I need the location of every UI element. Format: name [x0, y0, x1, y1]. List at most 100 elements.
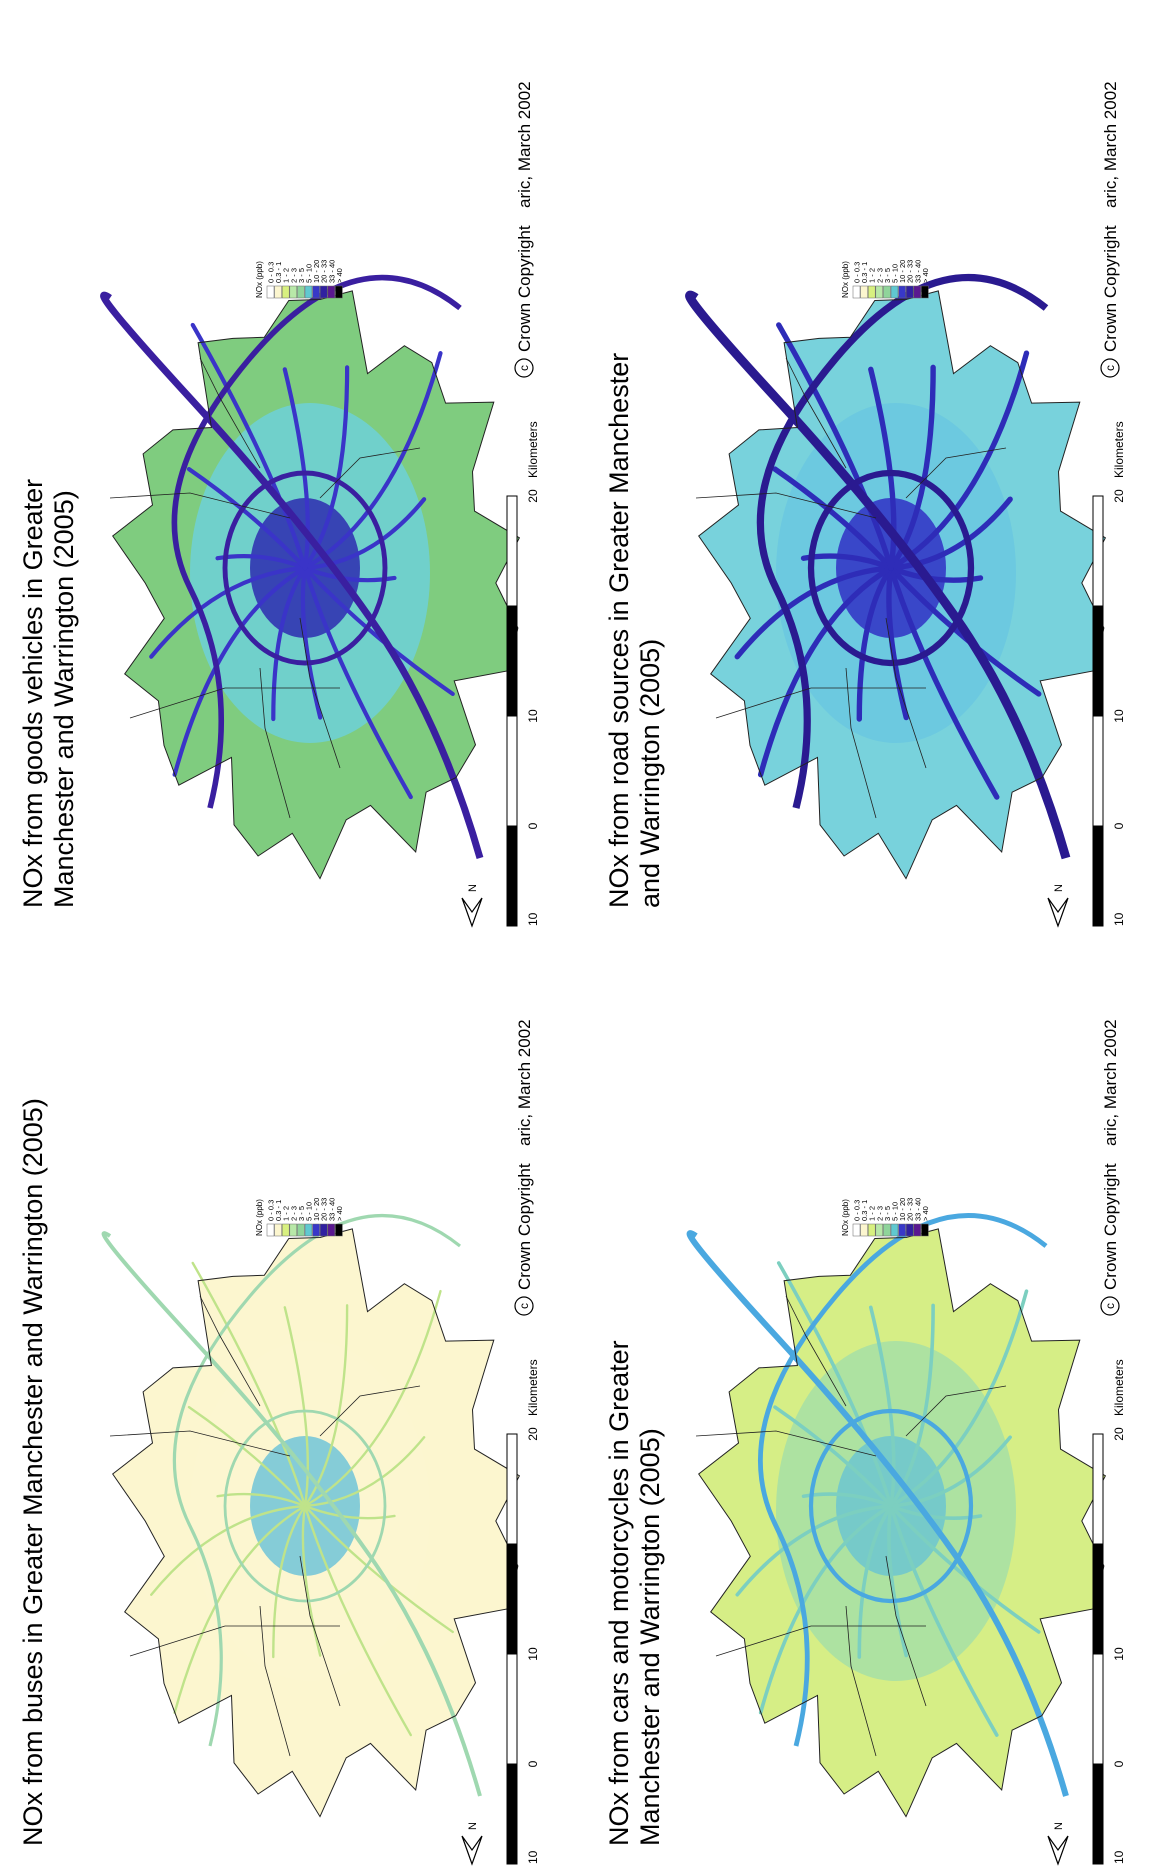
- legend-swatch: [290, 286, 297, 298]
- legend-swatch: [891, 1224, 898, 1236]
- legend-label: > 40: [921, 268, 930, 283]
- legend-swatch: [868, 1224, 875, 1236]
- legend-label: > 40: [335, 268, 344, 283]
- scale-label: 10: [1112, 912, 1126, 926]
- map-area: [690, 1216, 1106, 1817]
- scale-segment: [507, 1544, 517, 1654]
- map: NOx (ppb)0 - 0.30.3 - 11 - 22 - 33 - 55 …: [586, 0, 1171, 938]
- legend-swatch: [275, 286, 282, 298]
- legend-swatch: [282, 1224, 289, 1236]
- legend-swatch: [853, 1224, 860, 1236]
- scale-label: 20: [526, 489, 540, 503]
- scale-label: 10: [526, 1647, 540, 1661]
- legend-swatch: [320, 1224, 327, 1236]
- copyright-symbol: c: [1103, 365, 1117, 371]
- map-area: [104, 1216, 520, 1817]
- copyright-text: Crown Copyright: [515, 225, 534, 352]
- copyright-text: Crown Copyright: [1101, 1163, 1120, 1290]
- legend-swatch: [861, 1224, 868, 1236]
- legend-swatch: [275, 1224, 282, 1236]
- scale-label: 20: [526, 1427, 540, 1441]
- copyright-credit: aric, March 2002: [1101, 1019, 1120, 1146]
- north-label: N: [467, 884, 479, 892]
- scale-label: 0: [1112, 1760, 1126, 1767]
- north-arrow: [1048, 1836, 1068, 1864]
- copyright-symbol: c: [517, 1303, 531, 1309]
- legend-swatch: [883, 286, 890, 298]
- legend-swatch: [267, 286, 274, 298]
- map-panel: NOx (ppb)0 - 0.30.3 - 11 - 22 - 33 - 55 …: [0, 0, 585, 938]
- legend-swatch: [906, 1224, 913, 1236]
- legend-swatch: [328, 1224, 335, 1236]
- scale-segment: [507, 606, 517, 716]
- map-title: NOx from buses in Greater Manchester and…: [18, 1026, 49, 1846]
- scale-segment: [1093, 1544, 1103, 1654]
- legend-swatch: [328, 286, 335, 298]
- legend-swatch: [297, 286, 304, 298]
- map: NOx (ppb)0 - 0.30.3 - 11 - 22 - 33 - 55 …: [586, 938, 1171, 1876]
- scale-label: 10: [526, 1850, 540, 1864]
- legend-title: NOx (ppb): [841, 261, 850, 298]
- legend-swatch: [921, 1224, 928, 1236]
- legend-swatch: [876, 286, 883, 298]
- legend-swatch: [899, 1224, 906, 1236]
- legend-swatch: [868, 286, 875, 298]
- scale-unit: Kilometers: [1112, 421, 1126, 478]
- page: NOx (ppb)0 - 0.30.3 - 11 - 22 - 33 - 55 …: [0, 0, 1171, 1876]
- north-arrow: [462, 1836, 482, 1864]
- map-title: NOx from road sources in Greater Manches…: [604, 348, 666, 908]
- map: NOx (ppb)0 - 0.30.3 - 11 - 22 - 33 - 55 …: [0, 938, 585, 1876]
- legend-swatch: [305, 1224, 312, 1236]
- legend-title: NOx (ppb): [841, 1199, 850, 1236]
- scale-segment: [1093, 826, 1103, 926]
- scale-unit: Kilometers: [526, 421, 540, 478]
- legend-label: > 40: [921, 1206, 930, 1221]
- scale-segment: [1093, 606, 1103, 716]
- scale-label: 10: [1112, 1850, 1126, 1864]
- map-area: [690, 278, 1106, 879]
- scale-segment: [507, 496, 517, 606]
- legend-swatch: [290, 1224, 297, 1236]
- scale-unit: Kilometers: [526, 1359, 540, 1416]
- scale-segment: [1093, 1654, 1103, 1764]
- legend-swatch: [906, 286, 913, 298]
- north-label: N: [467, 1822, 479, 1830]
- legend-swatch: [282, 286, 289, 298]
- legend-label: > 40: [335, 1206, 344, 1221]
- north-arrow: [1048, 898, 1068, 926]
- legend-swatch: [305, 286, 312, 298]
- scale-segment: [507, 716, 517, 826]
- legend-swatch: [297, 1224, 304, 1236]
- copyright-credit: aric, March 2002: [515, 81, 534, 208]
- legend-swatch: [335, 1224, 342, 1236]
- map-panel: NOx (ppb)0 - 0.30.3 - 11 - 22 - 33 - 55 …: [0, 938, 585, 1876]
- north-arrow: [462, 898, 482, 926]
- copyright-text: Crown Copyright: [1101, 225, 1120, 352]
- legend-swatch: [313, 286, 320, 298]
- scale-segment: [507, 1434, 517, 1544]
- north-label: N: [1053, 1822, 1065, 1830]
- map: NOx (ppb)0 - 0.30.3 - 11 - 22 - 33 - 55 …: [0, 0, 585, 938]
- scale-segment: [1093, 496, 1103, 606]
- legend-swatch: [313, 1224, 320, 1236]
- legend-swatch: [883, 1224, 890, 1236]
- legend-swatch: [914, 286, 921, 298]
- scale-segment: [1093, 1434, 1103, 1544]
- scale-segment: [507, 826, 517, 926]
- scale-label: 10: [526, 912, 540, 926]
- map-title: NOx from goods vehicles in Greater Manch…: [18, 348, 80, 908]
- scale-segment: [1093, 1764, 1103, 1864]
- legend-swatch: [320, 286, 327, 298]
- scale-label: 20: [1112, 489, 1126, 503]
- copyright-symbol: c: [517, 365, 531, 371]
- scale-label: 0: [526, 1760, 540, 1767]
- copyright-credit: aric, March 2002: [1101, 81, 1120, 208]
- scale-label: 10: [1112, 1647, 1126, 1661]
- scale-label: 10: [526, 709, 540, 723]
- legend-title: NOx (ppb): [255, 1199, 264, 1236]
- scale-unit: Kilometers: [1112, 1359, 1126, 1416]
- scale-segment: [507, 1764, 517, 1864]
- scale-segment: [507, 1654, 517, 1764]
